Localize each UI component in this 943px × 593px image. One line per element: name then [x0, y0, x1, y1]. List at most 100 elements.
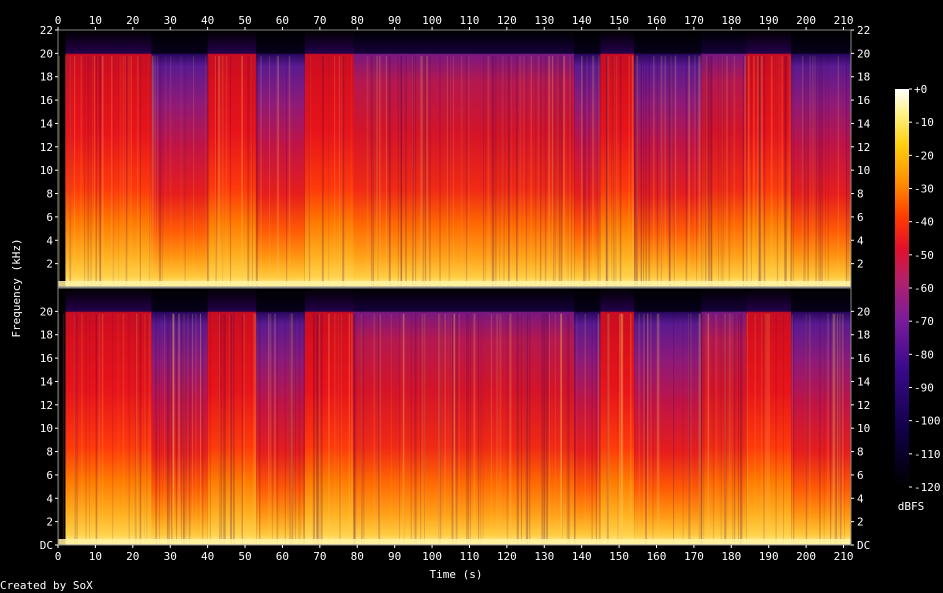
- texture-streak: [182, 313, 185, 545]
- texture-streak: [290, 313, 293, 545]
- texture-streak: [453, 313, 455, 545]
- texture-streak: [569, 55, 571, 288]
- texture-streak: [783, 313, 784, 545]
- texture-streak: [121, 55, 123, 288]
- texture-streak: [390, 313, 392, 545]
- texture-streak: [451, 313, 454, 545]
- spectro-segment-ch1-11: [791, 30, 851, 287]
- texture-streak: [118, 55, 119, 288]
- texture-streak: [494, 55, 497, 288]
- texture-streak: [333, 55, 336, 288]
- texture-streak: [388, 55, 391, 288]
- texture-streak: [720, 55, 723, 288]
- texture-streak: [473, 313, 475, 545]
- texture-streak: [753, 55, 755, 288]
- texture-streak: [412, 55, 414, 288]
- texture-streak: [615, 55, 617, 288]
- texture-streak: [111, 55, 113, 288]
- y-tick-label-right: 16: [857, 94, 870, 107]
- texture-streak: [448, 55, 451, 288]
- texture-streak: [561, 55, 563, 288]
- texture-streak: [597, 313, 600, 545]
- spectro-segment-ch2-0: [65, 288, 152, 545]
- texture-streak: [420, 313, 421, 545]
- texture-streak: [835, 313, 838, 545]
- texture-streak: [634, 55, 636, 288]
- texture-streak: [645, 55, 648, 288]
- y-tick-label-left: 10: [40, 422, 53, 435]
- texture-streak: [421, 313, 423, 545]
- texture-streak: [316, 313, 318, 545]
- texture-streak: [570, 55, 573, 288]
- texture-streak: [535, 55, 537, 288]
- texture-streak: [58, 313, 60, 545]
- texture-streak: [128, 313, 130, 545]
- texture-streak: [742, 55, 744, 288]
- texture-streak: [403, 313, 405, 545]
- texture-streak: [733, 55, 736, 288]
- texture-streak: [823, 313, 825, 545]
- texture-streak: [634, 55, 637, 288]
- texture-streak: [664, 55, 666, 288]
- texture-streak: [195, 313, 197, 545]
- x-tick-label-top: 70: [313, 14, 326, 27]
- texture-streak: [269, 55, 271, 288]
- texture-streak: [778, 55, 780, 288]
- texture-streak: [621, 313, 623, 545]
- texture-streak: [412, 55, 414, 288]
- texture-streak: [763, 313, 765, 545]
- y-tick-label-left: 22: [40, 24, 53, 37]
- texture-streak: [791, 313, 793, 545]
- texture-streak: [775, 313, 777, 545]
- texture-streak: [757, 55, 759, 288]
- texture-streak: [164, 313, 166, 545]
- x-tick-label-bottom: 200: [796, 550, 816, 563]
- x-tick-label-bottom: 40: [201, 550, 214, 563]
- texture-streak: [541, 313, 544, 545]
- x-tick-label-top: 200: [796, 14, 816, 27]
- texture-streak: [818, 55, 820, 288]
- texture-streak: [525, 313, 528, 545]
- texture-streak: [319, 313, 322, 545]
- texture-streak: [342, 55, 345, 288]
- texture-streak: [219, 313, 221, 545]
- texture-streak: [188, 313, 191, 545]
- y-tick-label-left: 6: [46, 469, 53, 482]
- texture-streak: [353, 313, 356, 545]
- x-tick-label-bottom: 160: [647, 550, 667, 563]
- texture-streak: [422, 55, 424, 288]
- texture-streak: [715, 313, 717, 545]
- texture-streak: [62, 313, 64, 545]
- texture-streak: [425, 55, 428, 288]
- texture-streak: [466, 313, 468, 545]
- texture-streak: [321, 55, 324, 288]
- y-tick-label-left: DC: [40, 539, 53, 552]
- x-tick-label-top: 80: [351, 14, 364, 27]
- texture-streak: [254, 313, 257, 545]
- texture-streak: [607, 313, 609, 545]
- texture-streak: [415, 55, 417, 288]
- texture-streak: [400, 55, 403, 288]
- x-tick-label-bottom: 210: [834, 550, 854, 563]
- y-tick-label-right: 16: [857, 352, 870, 365]
- texture-streak: [429, 55, 431, 288]
- x-tick-label-bottom: 60: [276, 550, 289, 563]
- y-tick-label-left: 8: [46, 188, 53, 201]
- y-tick-label-left: 16: [40, 352, 53, 365]
- texture-streak: [712, 313, 715, 545]
- texture-streak: [361, 313, 363, 545]
- texture-streak: [502, 55, 504, 288]
- texture-streak: [726, 55, 728, 288]
- texture-streak: [803, 55, 806, 288]
- texture-streak: [656, 55, 659, 288]
- texture-streak: [215, 55, 217, 288]
- texture-streak: [439, 313, 442, 545]
- colorbar-tick-label: -30: [914, 183, 934, 196]
- texture-streak: [169, 313, 171, 545]
- y-tick-label-left: 16: [40, 94, 53, 107]
- texture-streak: [289, 313, 291, 545]
- texture-streak: [703, 313, 705, 545]
- texture-streak: [764, 313, 767, 545]
- texture-streak: [753, 55, 755, 288]
- y-tick-label-left: 20: [40, 47, 53, 60]
